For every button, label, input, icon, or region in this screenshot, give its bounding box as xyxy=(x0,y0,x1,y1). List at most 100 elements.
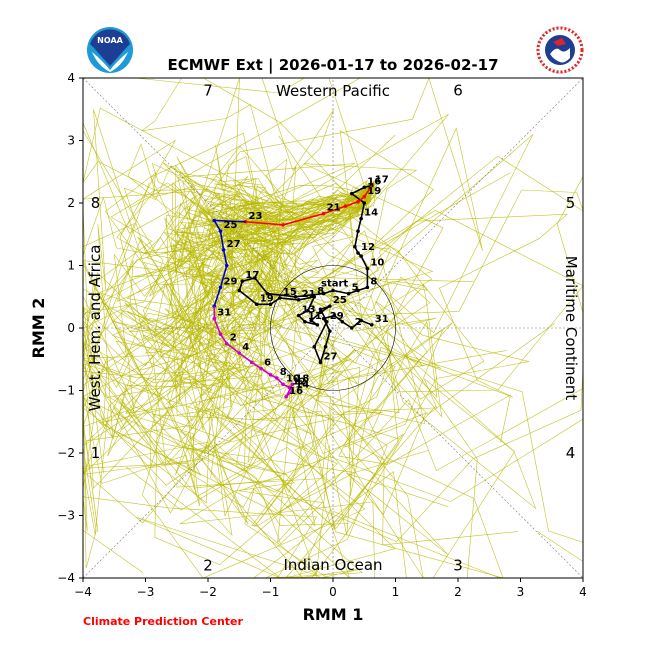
data-label: 4 xyxy=(242,342,249,353)
series-point xyxy=(303,319,307,324)
data-label: 19 xyxy=(260,293,274,304)
phase-number: 5 xyxy=(566,194,576,212)
series-point xyxy=(296,313,301,318)
noaa-logo: NOAA xyxy=(87,27,133,73)
series-point xyxy=(359,254,363,258)
unit-circle xyxy=(270,265,396,391)
data-label: 8 xyxy=(370,276,377,287)
series-point xyxy=(356,251,360,255)
y-tick-label: −3 xyxy=(57,509,75,523)
data-label: 14 xyxy=(364,208,378,219)
ensemble-member-line xyxy=(82,109,372,467)
x-tick-label: −3 xyxy=(137,585,155,599)
y-tick-label: −4 xyxy=(57,571,75,585)
phase-number: 4 xyxy=(566,444,576,462)
series-point xyxy=(281,223,285,227)
data-label: 14 xyxy=(295,380,309,391)
series-point xyxy=(328,329,332,333)
series-point xyxy=(237,288,242,293)
data-label: 11 xyxy=(308,311,322,322)
series-point xyxy=(365,266,370,271)
ensemble-member-line xyxy=(82,190,433,488)
x-tick-label: 3 xyxy=(517,585,525,599)
series-point xyxy=(218,332,223,337)
ensemble-member-line xyxy=(243,186,511,465)
y-tick-label: −1 xyxy=(57,384,75,398)
data-label: 29 xyxy=(330,311,344,322)
data-label: 17 xyxy=(245,270,259,281)
ensemble-member-line xyxy=(186,184,424,579)
series-point xyxy=(284,394,288,399)
series-point xyxy=(353,244,357,249)
data-label: 8 xyxy=(280,367,287,378)
data-label: 12 xyxy=(361,242,375,253)
phase-number: 2 xyxy=(203,557,213,575)
series-point xyxy=(224,341,229,346)
phase-number: 8 xyxy=(91,194,101,212)
x-axis-label: RMM 1 xyxy=(303,605,364,624)
series-point xyxy=(274,376,279,380)
series-point xyxy=(287,385,292,390)
y-tick-label: 0 xyxy=(67,321,75,335)
data-label: 27 xyxy=(227,239,241,250)
nws-logo-wave xyxy=(550,48,570,63)
series-point xyxy=(318,360,323,365)
ensemble-member-line xyxy=(82,165,372,450)
ensemble-member-line xyxy=(82,176,436,579)
ensemble-member-line xyxy=(179,182,515,579)
data-label: 12 xyxy=(292,376,306,387)
series-point xyxy=(369,323,374,327)
series-point xyxy=(362,201,367,205)
x-tick-label: 4 xyxy=(579,585,587,599)
data-label: 16 xyxy=(367,176,381,187)
region-label-top: Western Pacific xyxy=(276,82,390,100)
ensemble-member-line xyxy=(82,180,454,579)
x-tick-label: 2 xyxy=(454,585,462,599)
ensemble-member-line xyxy=(82,122,378,525)
data-label: 5 xyxy=(352,283,359,294)
data-label: 29 xyxy=(224,276,238,287)
series-point xyxy=(362,185,367,190)
series-point xyxy=(321,211,326,216)
ensemble-member-line xyxy=(82,180,396,441)
noaa-logo-gull xyxy=(92,52,128,72)
series-point xyxy=(349,191,354,196)
series-point xyxy=(323,344,328,349)
series-point xyxy=(249,360,254,365)
series-point xyxy=(218,229,223,233)
series-point xyxy=(359,318,363,323)
y-axis-label: RMM 2 xyxy=(29,298,48,359)
series-point xyxy=(362,194,367,199)
series-point xyxy=(349,326,354,330)
series-point xyxy=(315,323,320,327)
series-point xyxy=(268,373,273,377)
data-label: 31 xyxy=(217,308,231,319)
series-point xyxy=(312,294,317,299)
data-label: 25 xyxy=(333,295,347,306)
series-point xyxy=(268,302,273,307)
series-point xyxy=(332,313,337,318)
data-label: 21 xyxy=(327,203,341,214)
ensemble-member-line xyxy=(98,175,434,536)
series-point xyxy=(240,279,245,283)
y-tick-label: 1 xyxy=(67,259,75,273)
region-label-right: Maritime Continent xyxy=(562,256,580,401)
x-tick-label: −2 xyxy=(199,585,217,599)
region-label-bottom: Indian Ocean xyxy=(283,556,382,574)
series-point xyxy=(281,382,285,387)
ensemble-member-line xyxy=(82,130,428,405)
series-point xyxy=(321,291,326,296)
data-label: 18 xyxy=(295,373,309,384)
footer-credit: Climate Prediction Center xyxy=(83,615,243,628)
series-point xyxy=(290,382,295,387)
data-label: 19 xyxy=(367,186,381,197)
nws-logo xyxy=(536,26,584,74)
data-label: 10 xyxy=(370,258,384,269)
ensemble-member-line xyxy=(82,144,377,569)
series-point xyxy=(318,310,323,315)
series-point xyxy=(254,302,259,307)
series-point xyxy=(331,288,335,293)
